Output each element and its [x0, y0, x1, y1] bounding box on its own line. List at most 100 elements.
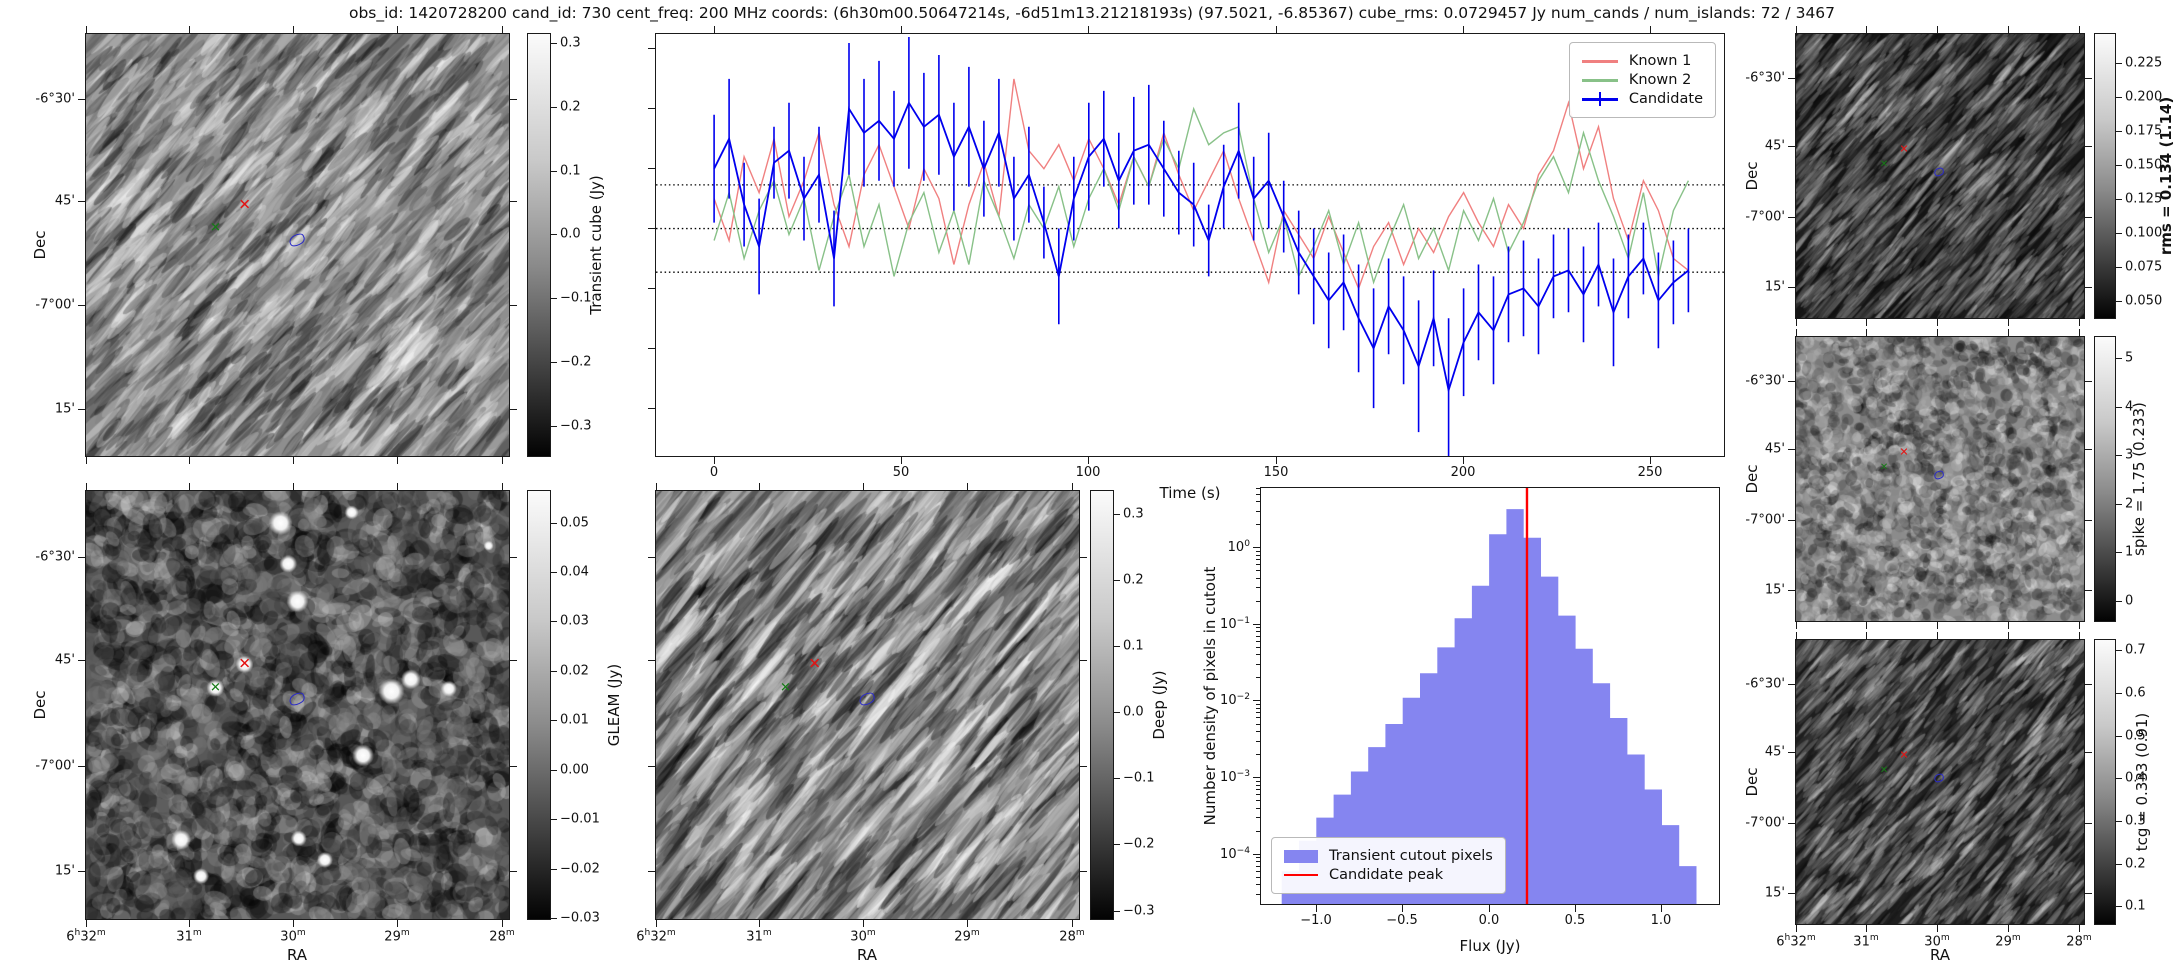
dec-tick-mark [2085, 381, 2092, 383]
ra-tick-label: 28m [2066, 933, 2092, 950]
colorbar-tick-label: −0.1 [560, 290, 592, 306]
colorbar-tick-mark [551, 362, 557, 364]
density-minor-tick-mark [1256, 724, 1260, 725]
ra-tick-mark [1937, 622, 1939, 629]
colorbar-tick-label: −0.2 [560, 354, 592, 370]
fluxaxis-tick-label: 0.5 [1564, 913, 1586, 928]
tcg-dec-axis-label: Dec [1743, 767, 1761, 797]
dec-tick-mark [2085, 893, 2092, 895]
density-minor-tick-mark [1256, 741, 1260, 742]
dec-tick-label: 45' [1764, 138, 1785, 154]
histogram-flux-axis-label: Flux (Jy) [1459, 937, 1521, 955]
time-tick-label: 150 [1263, 465, 1289, 480]
known2-position-cross-icon: ✕ [1879, 764, 1889, 776]
colorbar-tick-label: 0.1 [1123, 638, 1144, 654]
colorbar-tick-mark [2116, 906, 2122, 908]
histogram-canvas [1281, 488, 1697, 904]
density-minor-tick-mark [1256, 794, 1260, 795]
colorbar-tick-label: 0.150 [2125, 157, 2163, 173]
density-minor-tick-mark [1256, 861, 1260, 862]
dec-tick-mark [648, 557, 655, 559]
density-minor-tick-mark [1256, 654, 1260, 655]
density-minor-tick-mark [1256, 800, 1260, 801]
colorbar-tick-mark [2116, 131, 2122, 133]
histogram-bars [1281, 509, 1697, 904]
density-minor-tick-mark [1256, 524, 1260, 525]
deep-colorbar: 0.3 0.2 0.1 0.0 −0.1 −0.2 −0.3 [1090, 490, 1155, 920]
spike-colorbar-label: spike = 1.75 (0.233) [2130, 402, 2148, 556]
dec-tick-label: 15' [54, 401, 75, 417]
transient-colorbar: 0.3 0.2 0.1 0.0 −0.1 −0.2 −0.3 [527, 33, 592, 457]
time-tick-label: 200 [1450, 465, 1476, 480]
ra-tick-mark [1866, 925, 1868, 932]
lightcurve-plot: Known 1 Known 2 Candidate 0 50 100 150 200 25… [648, 26, 1725, 480]
dec-tick-label: -6°30' [1745, 373, 1785, 389]
density-tick-mark [1253, 700, 1260, 702]
colorbar-tick-mark [2116, 552, 2122, 554]
dec-tick-label: 15' [1764, 885, 1785, 901]
dec-tick-label: 45' [1764, 744, 1785, 760]
density-minor-tick-mark [1256, 808, 1260, 809]
ra-tick-mark [397, 457, 399, 464]
density-minor-tick-mark [1256, 488, 1260, 489]
density-tick-label: 10−3 [1220, 768, 1250, 786]
fluxaxis-tick-label: 1.0 [1650, 913, 1672, 928]
dec-tick-mark [1788, 520, 1795, 522]
dec-tick-mark [2085, 146, 2092, 148]
colorbar-tick-mark [1114, 580, 1120, 582]
colorbar-tick-mark [2116, 407, 2122, 409]
dec-tick-label: 15' [1764, 582, 1785, 598]
candidate-error-bars [713, 37, 1690, 456]
colorbar-tick-mark [2116, 736, 2122, 738]
flux-tick-mark [648, 288, 655, 290]
dec-tick-mark [648, 871, 655, 873]
dec-tick-mark [1788, 590, 1795, 592]
dec-tick-mark [1788, 684, 1795, 686]
colorbar-tick-label: 0.05 [560, 515, 589, 531]
time-tick-mark [1276, 26, 1278, 33]
time-tick-mark [1463, 26, 1465, 33]
ra-tick-mark [502, 920, 504, 927]
colorbar-tick-mark [2116, 358, 2122, 360]
colorbar-tick-label: −0.02 [560, 861, 600, 877]
colorbar-tick-mark [2116, 504, 2122, 506]
candidate-peak-line-swatch [1284, 873, 1318, 877]
known1-position-cross-icon: ✕ [1899, 445, 1909, 459]
ra-tick-mark [759, 920, 761, 927]
gleam-map: -6°30' 45' -7°00' 15' 6h32m 31m 30m 29m 28m ✕ ✕ [35, 483, 517, 944]
colorbar-tick-label: 0.2 [560, 99, 581, 115]
colorbar-tick-label: 0.225 [2125, 55, 2163, 71]
fluxaxis-tick-mark [1402, 905, 1404, 912]
ra-tick-mark [397, 483, 399, 490]
flux-histogram-plot: Transient cutout pixels Candidate peak −… [1220, 487, 1720, 928]
colorbar-tick-label: 0.03 [560, 613, 589, 629]
known1-position-cross-icon: ✕ [1899, 142, 1909, 156]
colorbar-tick-label: 3 [2125, 447, 2134, 463]
figure-title: obs_id: 1420728200 cand_id: 730 cent_fre… [348, 4, 1836, 22]
ra-tick-mark [1796, 329, 1798, 336]
candidate-errorbar-swatch [1581, 92, 1618, 106]
time-tick-mark [714, 457, 716, 464]
colorbar-tick-label: 0.100 [2125, 225, 2163, 241]
density-minor-tick-mark [1256, 877, 1260, 878]
colorbar-tick-mark [2116, 455, 2122, 457]
colorbar-tick-mark [551, 720, 557, 722]
ra-tick-mark [2008, 319, 2010, 326]
ra-tick-mark [1796, 26, 1798, 33]
ra-tick-mark [189, 920, 191, 927]
ra-tick-mark [2008, 925, 2010, 932]
density-tick-label: 10−1 [1220, 615, 1250, 633]
ra-tick-mark [2079, 319, 2081, 326]
dec-tick-mark [1788, 449, 1795, 451]
ra-tick-mark [1937, 26, 1939, 33]
colorbar-tick-mark [551, 770, 557, 772]
ra-tick-mark [2008, 26, 2010, 33]
ra-tick-label: 30m [1924, 933, 1950, 950]
colorbar-tick-mark [2116, 821, 2122, 823]
colorbar-tick-mark [2116, 864, 2122, 866]
transient-cube-map: -6°30' 45' -7°00' 15' ✕ ✕ [35, 26, 517, 464]
tcg-map: -6°30' 45' -7°00' 15' 6h32m 31m 30m 29m 28m ✕ ✕ [1745, 632, 2092, 949]
gleam-dec-axis-label: Dec [31, 690, 49, 720]
rms-noise-image [1796, 34, 2084, 318]
dec-tick-mark [510, 766, 517, 768]
